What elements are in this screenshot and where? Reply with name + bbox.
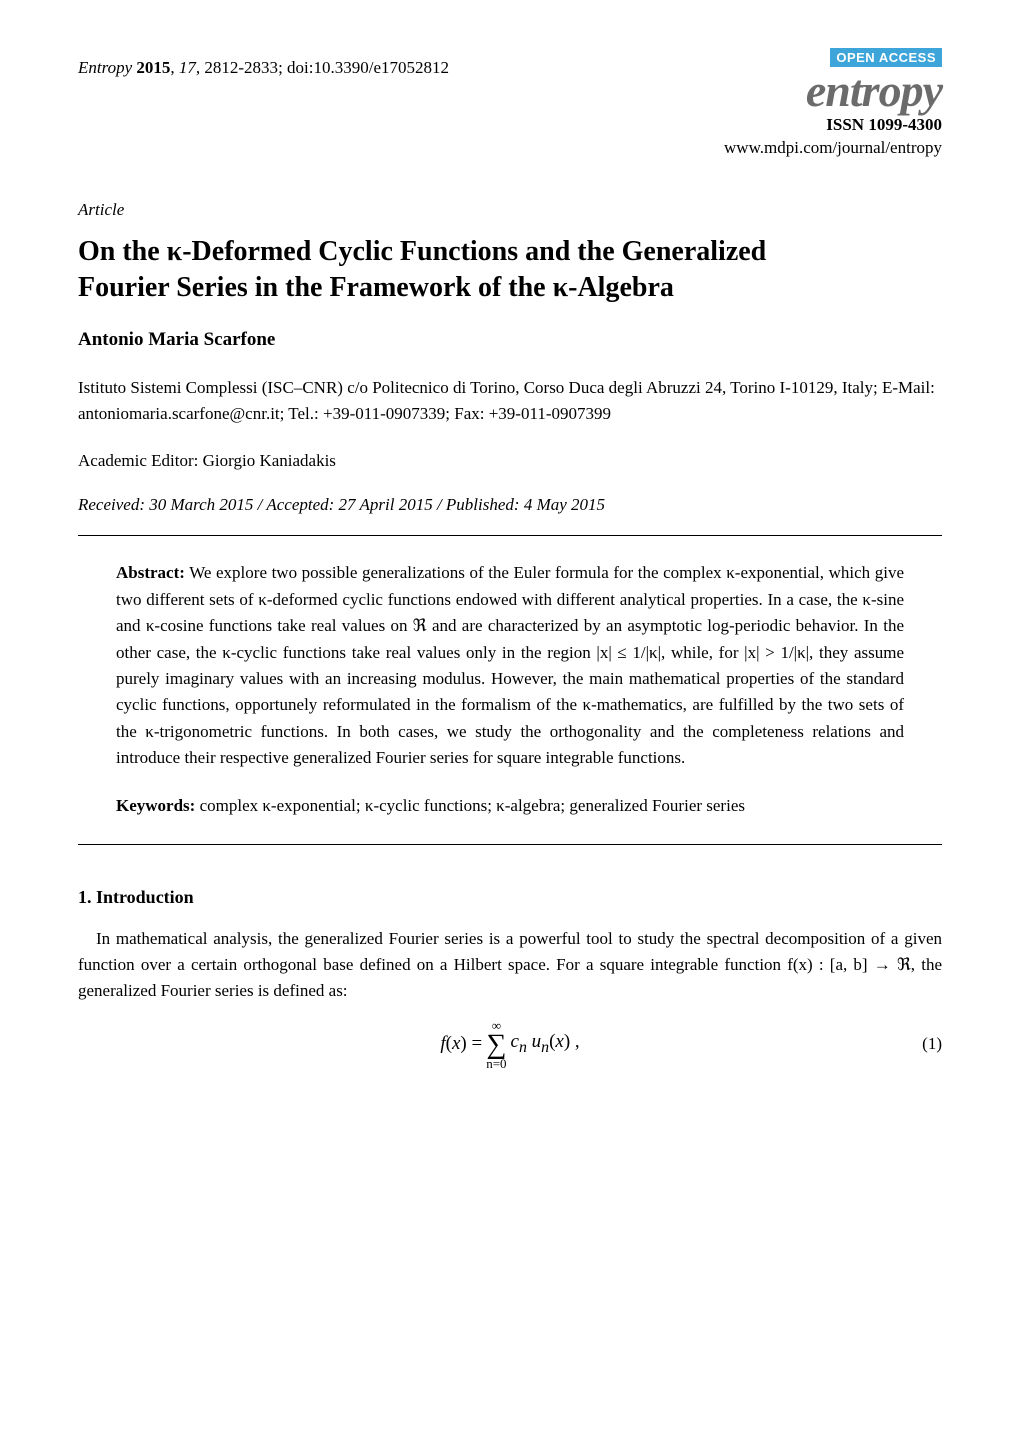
eq1-number: (1) bbox=[922, 1034, 942, 1054]
divider-top bbox=[78, 535, 942, 536]
journal-pages: 2812-2833 bbox=[204, 58, 278, 77]
affiliation: Istituto Sistemi Complessi (ISC–CNR) c/o… bbox=[78, 375, 942, 428]
eq1-paren2: ) = bbox=[460, 1033, 482, 1055]
equation-1: f(x) = ∞ ∑ n=0 cn un(x) , (1) bbox=[78, 1019, 942, 1070]
sigma-icon: ∑ bbox=[486, 1032, 506, 1057]
keywords-label: Keywords: bbox=[116, 796, 195, 815]
journal-name: Entropy bbox=[78, 58, 132, 77]
divider-bottom bbox=[78, 844, 942, 845]
title-line-2: Fourier Series in the Framework of the κ… bbox=[78, 272, 674, 303]
journal-logo-block: OPEN ACCESS entropy ISSN 1099-4300 www.m… bbox=[724, 48, 942, 158]
article-dates: Received: 30 March 2015 / Accepted: 27 A… bbox=[78, 495, 942, 515]
title-line-1: On the κ-Deformed Cyclic Functions and t… bbox=[78, 236, 766, 267]
keywords-text: complex κ-exponential; κ-cyclic function… bbox=[200, 796, 745, 815]
article-title: On the κ-Deformed Cyclic Functions and t… bbox=[78, 234, 942, 307]
journal-url: www.mdpi.com/journal/entropy bbox=[724, 138, 942, 158]
sum-lower: n=0 bbox=[486, 1057, 506, 1070]
sep-comma: , bbox=[170, 58, 179, 77]
intro-paragraph-1: In mathematical analysis, the generalize… bbox=[78, 926, 942, 1005]
article-type: Article bbox=[78, 200, 942, 220]
entropy-logo: entropy bbox=[724, 69, 942, 113]
issn: ISSN 1099-4300 bbox=[724, 115, 942, 135]
abstract-label: Abstract: bbox=[116, 563, 185, 582]
summation-symbol: ∞ ∑ n=0 bbox=[486, 1019, 506, 1070]
keywords: Keywords: complex κ-exponential; κ-cycli… bbox=[116, 793, 904, 819]
authors: Antonio Maria Scarfone bbox=[78, 329, 942, 351]
section-1-heading: 1. Introduction bbox=[78, 887, 942, 908]
eq1-x: x bbox=[452, 1033, 460, 1055]
academic-editor: Academic Editor: Giorgio Kaniadakis bbox=[78, 451, 942, 471]
journal-year: 2015 bbox=[136, 58, 170, 77]
abstract-text: We explore two possible generalizations … bbox=[116, 563, 904, 766]
journal-doi: doi:10.3390/e17052812 bbox=[287, 58, 449, 77]
sep-semicolon: ; bbox=[278, 58, 287, 77]
eq1-rhs: cn un(x) , bbox=[511, 1031, 580, 1057]
abstract: Abstract: We explore two possible genera… bbox=[116, 560, 904, 771]
journal-volume: 17 bbox=[179, 58, 196, 77]
